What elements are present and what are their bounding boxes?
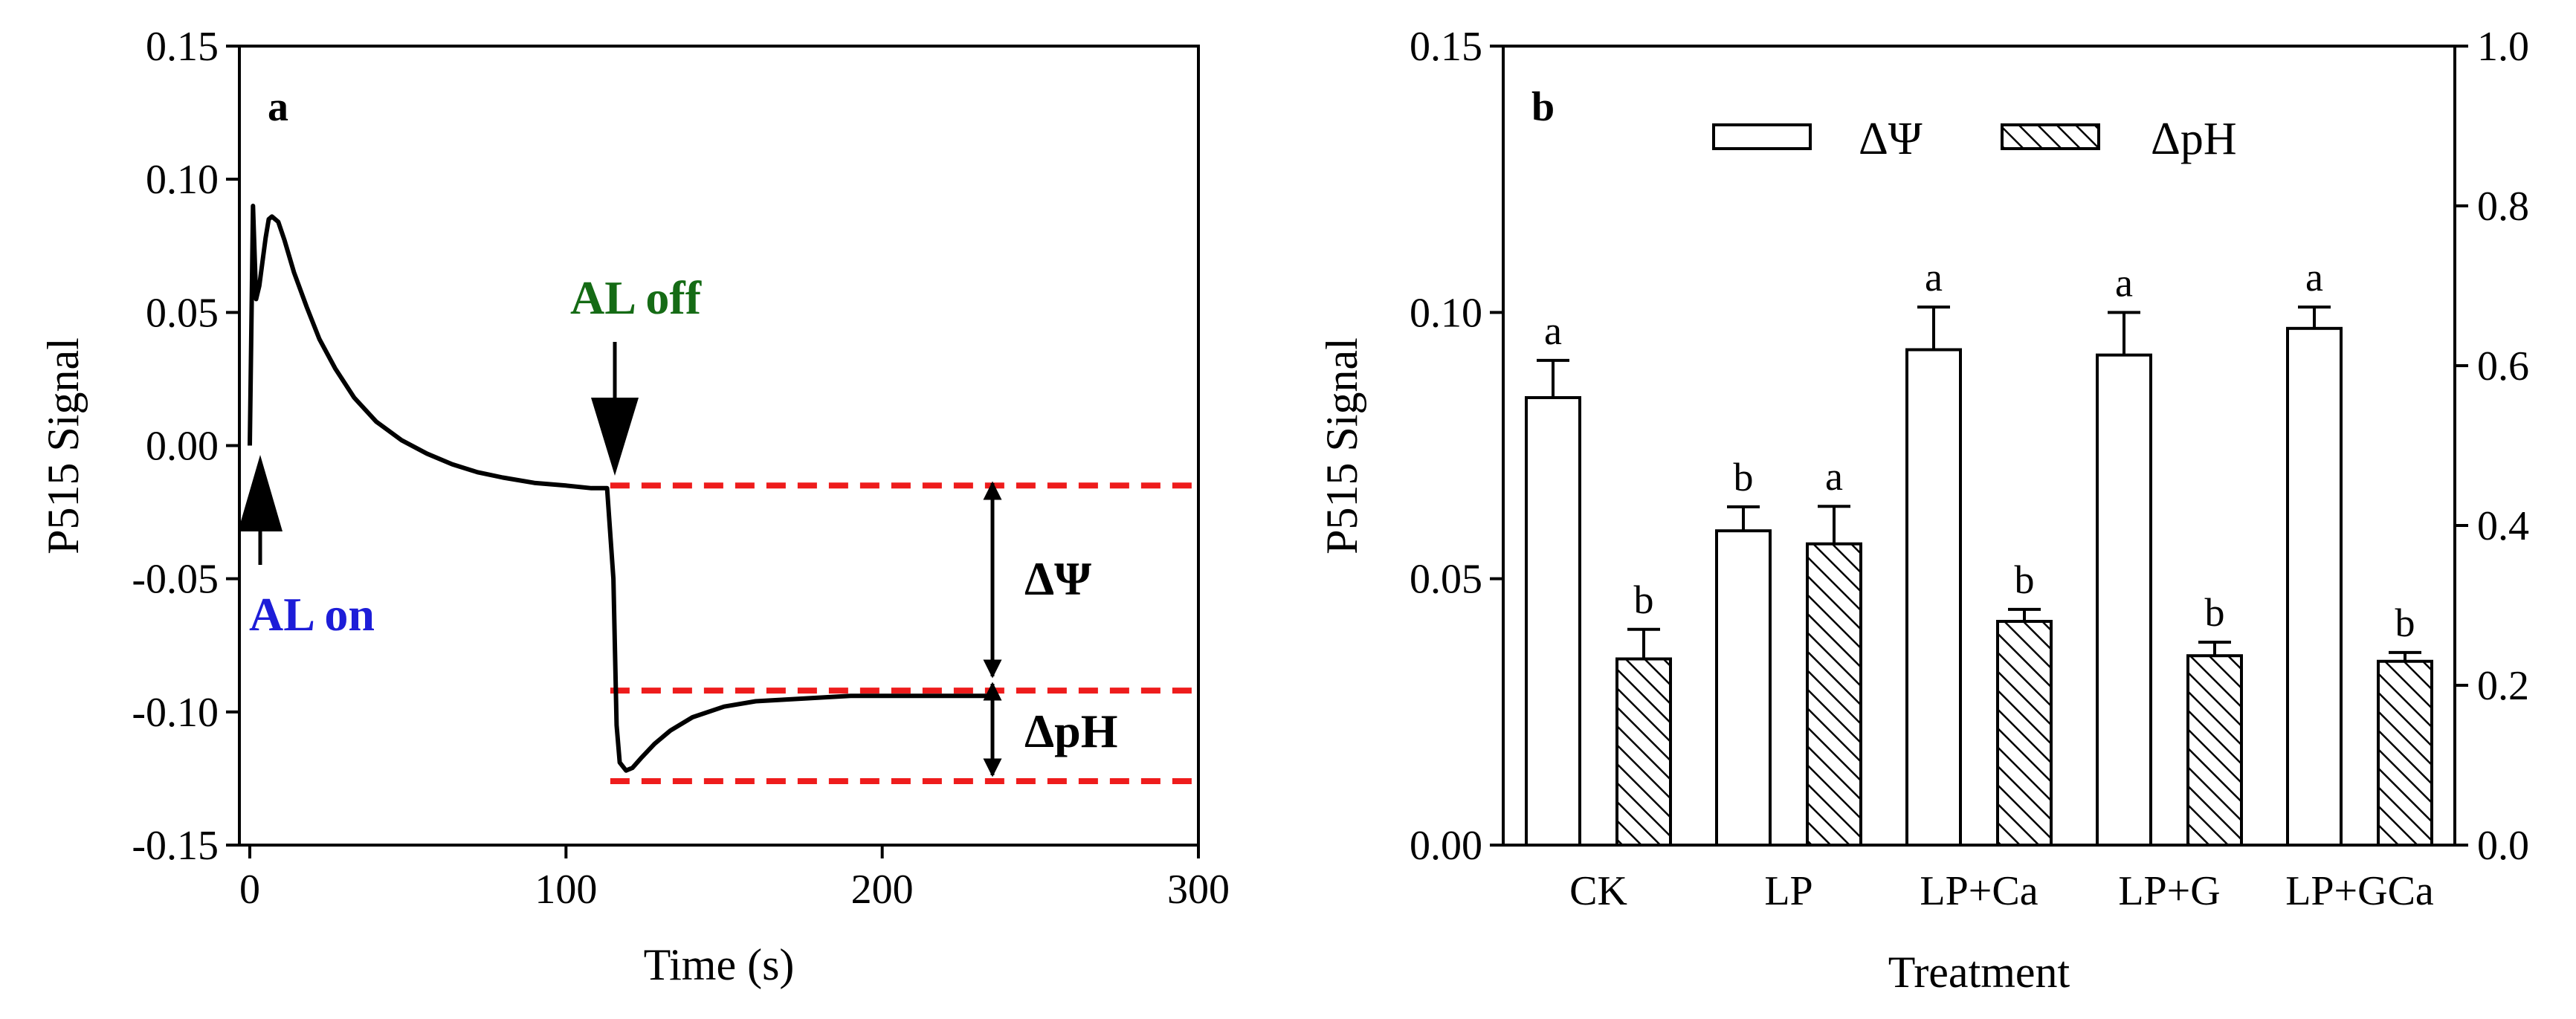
panel-a-y-tick-label: -0.15 [132, 823, 219, 869]
panel-a-x-tick-label: 200 [851, 867, 914, 913]
panel-a-y-tick-label: 0.05 [146, 290, 219, 336]
panel-a-trace-line [248, 204, 993, 773]
panel-b-right-y-ticks: 0.0 0.2 0.4 0.6 0.8 1.0 [2455, 24, 2529, 869]
panel-a-y-tick-label: -0.10 [132, 690, 219, 736]
panel-a-letter: a [268, 84, 288, 130]
legend-label-delta-psi: ΔΨ [1859, 114, 1923, 164]
panel-b-x-axis-label: Treatment [1888, 948, 2070, 997]
bar-delta-ph-significance-letter: b [1634, 578, 1654, 622]
panel-b-category-labels: CK LP LP+Ca LP+G LP+GCa [1569, 868, 2434, 914]
panel-b: 0.00 0.05 0.10 0.15 0.0 0.2 0.4 0.6 0.8 1.0 CK LP… [1317, 24, 2529, 997]
panel-a-x-tick-label: 0 [239, 867, 260, 913]
bar-delta-psi [2096, 353, 2152, 847]
bar-delta-psi-significance-letter: b [1734, 455, 1754, 499]
panel-b-right-y-tick-label: 0.0 [2477, 823, 2529, 869]
bar-delta-psi [2286, 326, 2343, 847]
panel-b-y-tick-label: 0.05 [1410, 557, 1482, 603]
bar-delta-ph-significance-letter: b [2015, 557, 2035, 602]
al-off-arrow [591, 342, 639, 476]
panel-b-bars: a b b a a b a b a b [1525, 255, 2433, 847]
panel-a-x-ticks: 0 100 200 300 [239, 845, 1230, 913]
panel-b-category-label: LP+Ca [1920, 868, 2038, 914]
panel-b-right-y-tick-label: 1.0 [2477, 24, 2529, 70]
panel-a-y-tick-label: 0.10 [146, 157, 219, 203]
panel-b-category-label: LP [1764, 868, 1812, 914]
delta-ph-label: ΔpH [1024, 705, 1118, 757]
bar-delta-ph-significance-letter: b [2205, 590, 2225, 635]
legend-swatch-delta-psi [1712, 123, 1812, 150]
legend-label-delta-ph: ΔpH [2151, 114, 2237, 164]
bar-delta-psi-significance-letter: a [1544, 308, 1562, 353]
al-off-label: AL off [570, 271, 702, 324]
panel-b-y-axis-label: P515 Signal [1317, 337, 1366, 554]
panel-a-y-tick-label: 0.00 [146, 424, 219, 470]
panel-b-letter: b [1531, 84, 1555, 130]
bar-delta-psi-significance-letter: a [2115, 260, 2133, 305]
panel-b-frame [1502, 45, 2456, 847]
bar-delta-ph [1615, 657, 1672, 847]
al-on-label: AL on [249, 588, 375, 641]
panel-a-y-tick-label: 0.15 [146, 24, 219, 70]
panel-b-y-tick-label: 0.10 [1410, 290, 1482, 336]
panel-a-x-tick-label: 300 [1167, 867, 1230, 913]
panel-b-left-y-ticks: 0.00 0.05 0.10 0.15 [1410, 24, 1503, 869]
bar-delta-ph-significance-letter: b [2395, 601, 2415, 645]
panel-a-y-tick-label: -0.05 [132, 557, 219, 603]
panel-b-right-y-tick-label: 0.2 [2477, 663, 2529, 709]
panel-b-right-y-tick-label: 0.8 [2477, 184, 2529, 230]
panel-b-category-label: LP+GCa [2285, 868, 2434, 914]
bar-delta-psi-significance-letter: a [2305, 255, 2323, 300]
panel-a: -0.15 -0.10 -0.05 0.00 0.05 0.10 0.15 0 100 200 3… [39, 24, 1230, 989]
bar-delta-ph [2186, 654, 2243, 847]
panel-a-x-tick-label: 100 [535, 867, 597, 913]
panel-b-y-tick-label: 0.15 [1410, 24, 1482, 70]
al-on-arrow [238, 455, 283, 565]
bar-delta-psi [1905, 348, 1962, 847]
bar-delta-ph-significance-letter: a [1825, 454, 1843, 499]
bar-delta-psi-significance-letter: a [1925, 255, 1943, 300]
panel-b-right-y-tick-label: 0.4 [2477, 503, 2529, 549]
bar-delta-ph [1996, 620, 2053, 847]
panel-b-category-label: LP+G [2118, 868, 2220, 914]
panel-b-category-label: CK [1569, 868, 1627, 914]
delta-psi-label: ΔΨ [1024, 552, 1091, 605]
legend-swatch-delta-ph [2001, 123, 2100, 150]
panel-a-reference-lines [610, 482, 1198, 784]
panel-b-legend: ΔΨ ΔpH [1712, 114, 2237, 164]
bar-delta-psi [1525, 396, 1581, 847]
bar-delta-psi [1715, 529, 1772, 847]
bar-delta-ph [2377, 659, 2433, 847]
panel-b-right-y-tick-label: 0.6 [2477, 343, 2529, 389]
panel-a-y-axis-label: P515 Signal [39, 337, 88, 554]
bar-delta-ph [1806, 542, 1862, 847]
panel-b-y-tick-label: 0.00 [1410, 823, 1482, 869]
panel-a-y-ticks: -0.15 -0.10 -0.05 0.00 0.05 0.10 0.15 [132, 24, 239, 869]
panel-a-x-axis-label: Time (s) [644, 940, 795, 989]
